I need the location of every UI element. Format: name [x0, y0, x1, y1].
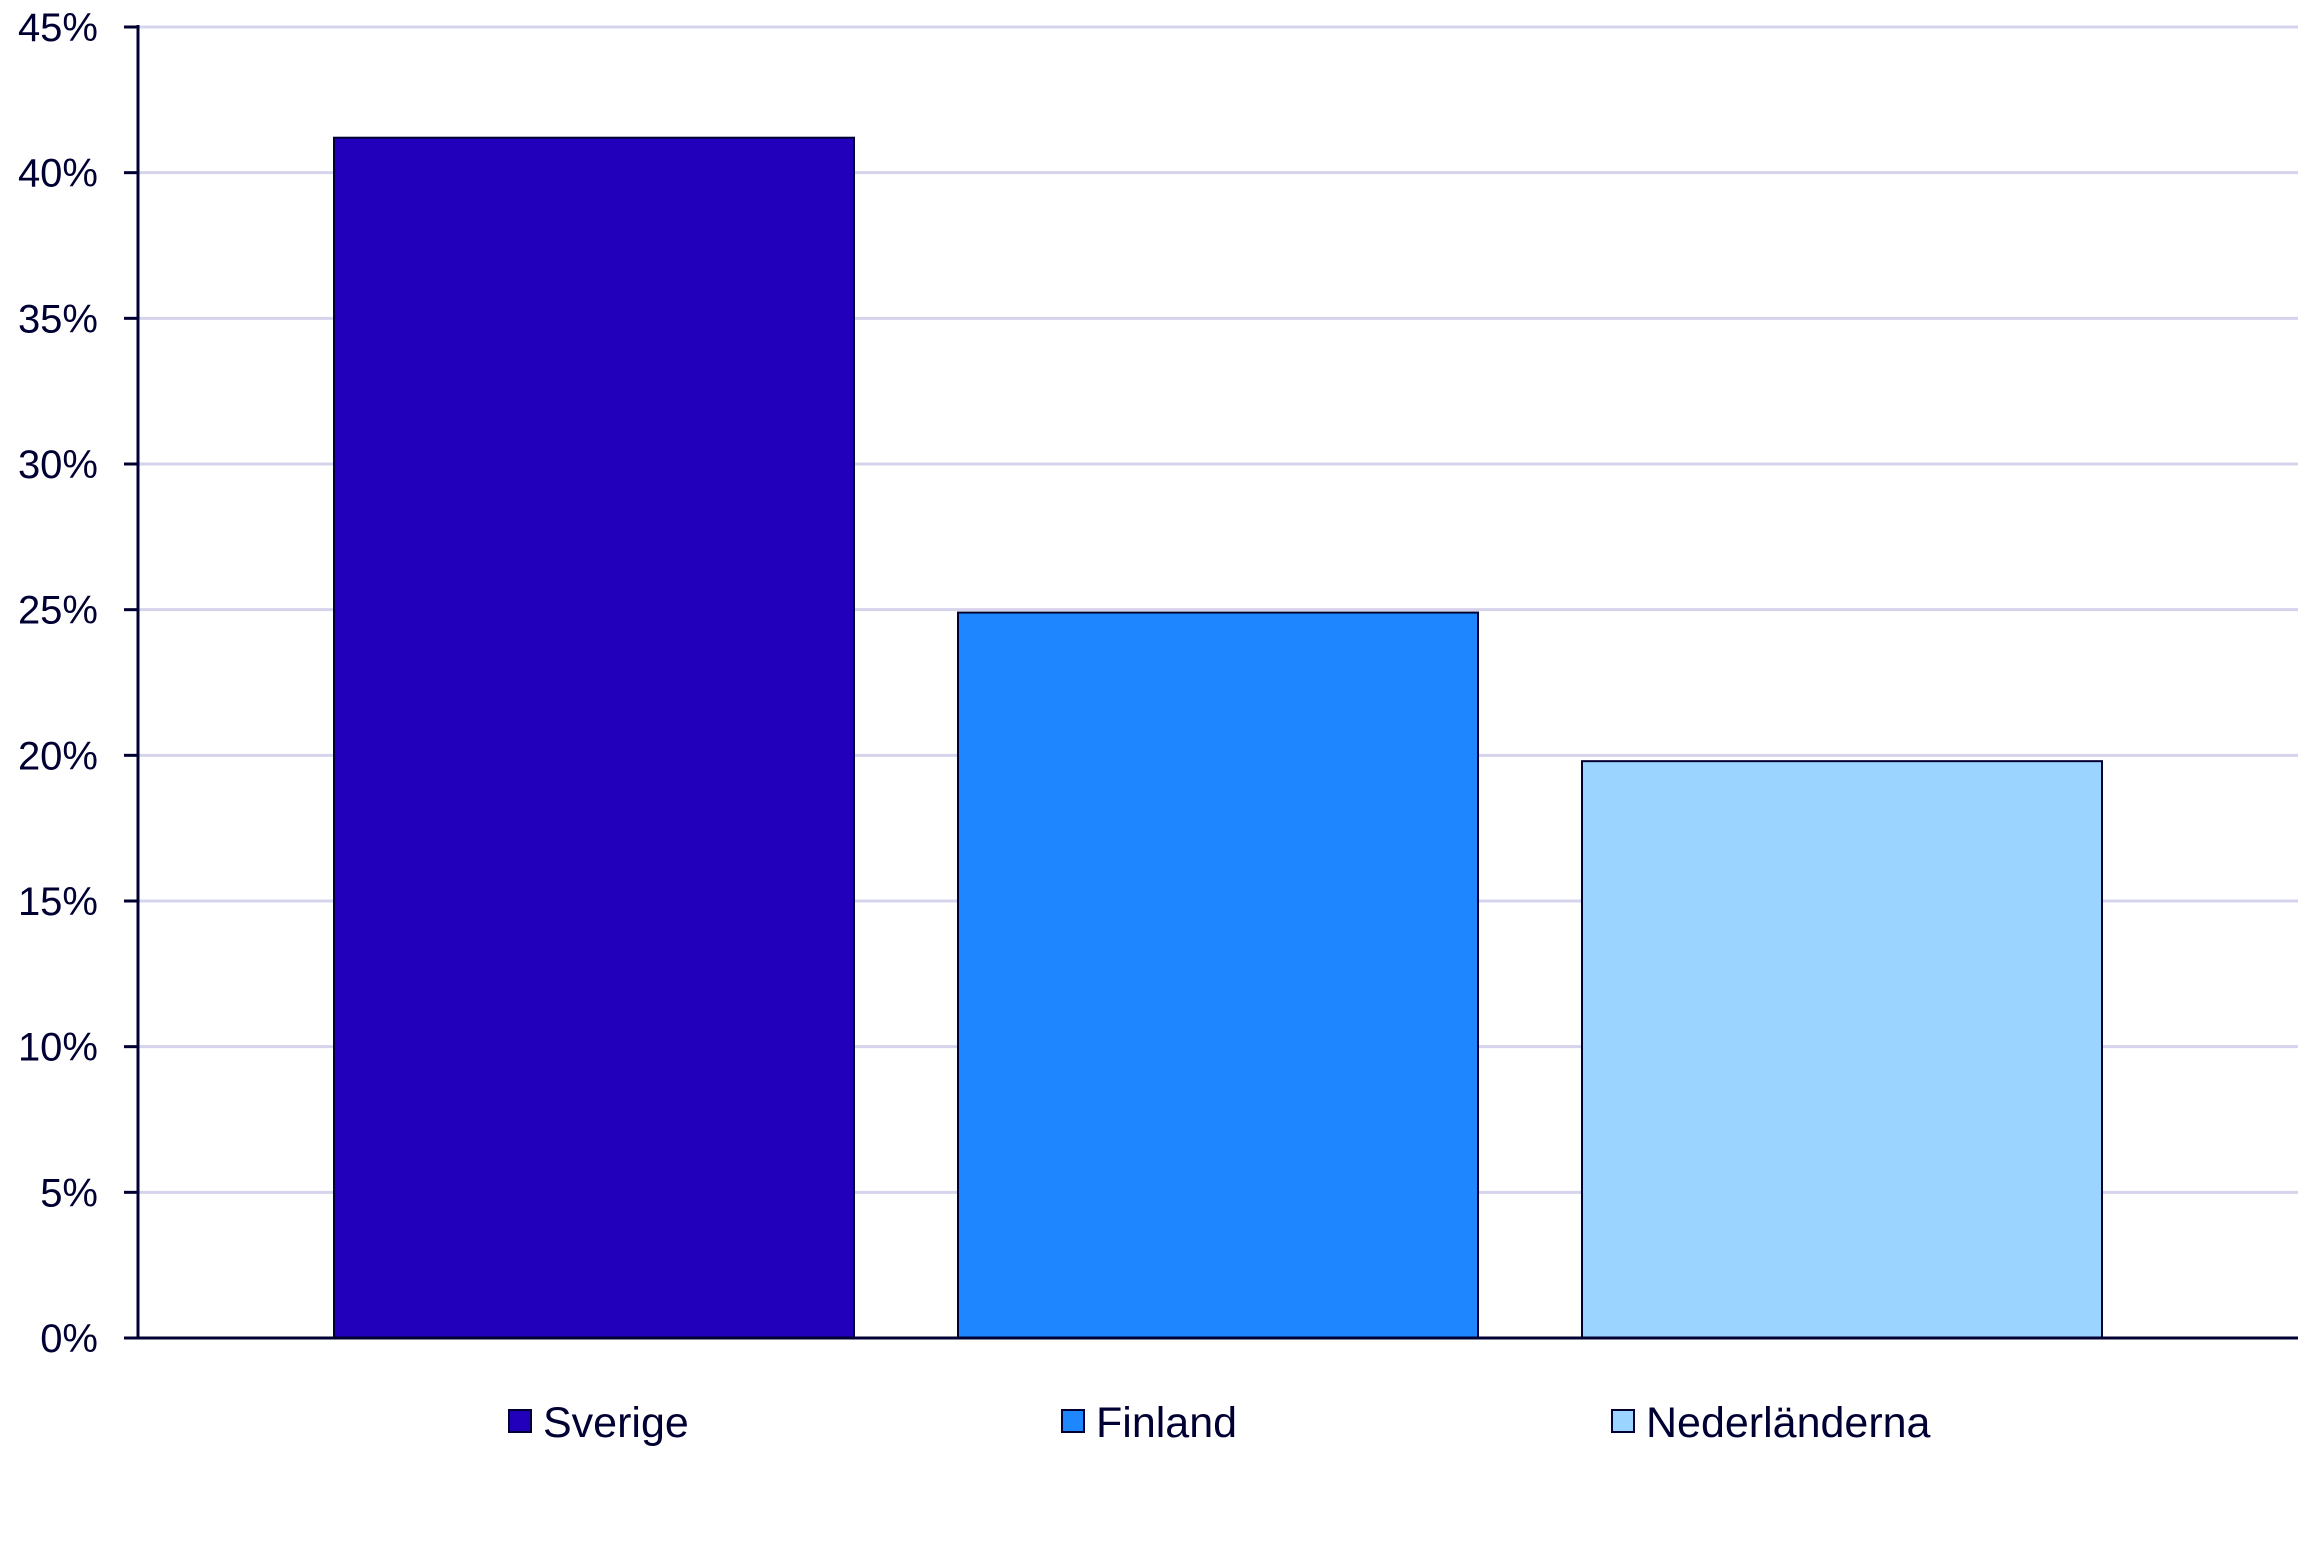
y-tick-label: 45% [18, 6, 98, 50]
y-tick-label: 35% [18, 297, 98, 341]
y-tick-label: 20% [18, 734, 98, 778]
bar-finland [957, 611, 1479, 1339]
y-tick-labels: 0% 5% 10% 15% 20% 25% 30% 35% 40% 45% [18, 6, 98, 1361]
y-tick-label: 30% [18, 443, 98, 487]
legend-label-finland: Finland [1096, 1399, 1237, 1447]
legend-swatch-sverige [508, 1409, 532, 1433]
bars [333, 136, 2103, 1339]
y-tick-label: 0% [40, 1317, 98, 1361]
legend-swatch-finland [1061, 1409, 1085, 1433]
bar-sverige [333, 136, 855, 1339]
legend-label-sverige: Sverige [543, 1399, 689, 1447]
legend: Sverige Finland Nederländerna [508, 1399, 1931, 1447]
bar-nederländerna [1581, 760, 2103, 1339]
y-tick-label: 10% [18, 1026, 98, 1070]
y-tick-label: 5% [40, 1171, 98, 1215]
y-tick-label: 15% [18, 880, 98, 924]
y-tick-label: 40% [18, 152, 98, 196]
legend-swatch-nederländerna [1611, 1409, 1635, 1433]
axes [124, 25, 2298, 1340]
legend-label-nederländerna: Nederländerna [1646, 1399, 1931, 1447]
y-tick-label: 25% [18, 589, 98, 633]
